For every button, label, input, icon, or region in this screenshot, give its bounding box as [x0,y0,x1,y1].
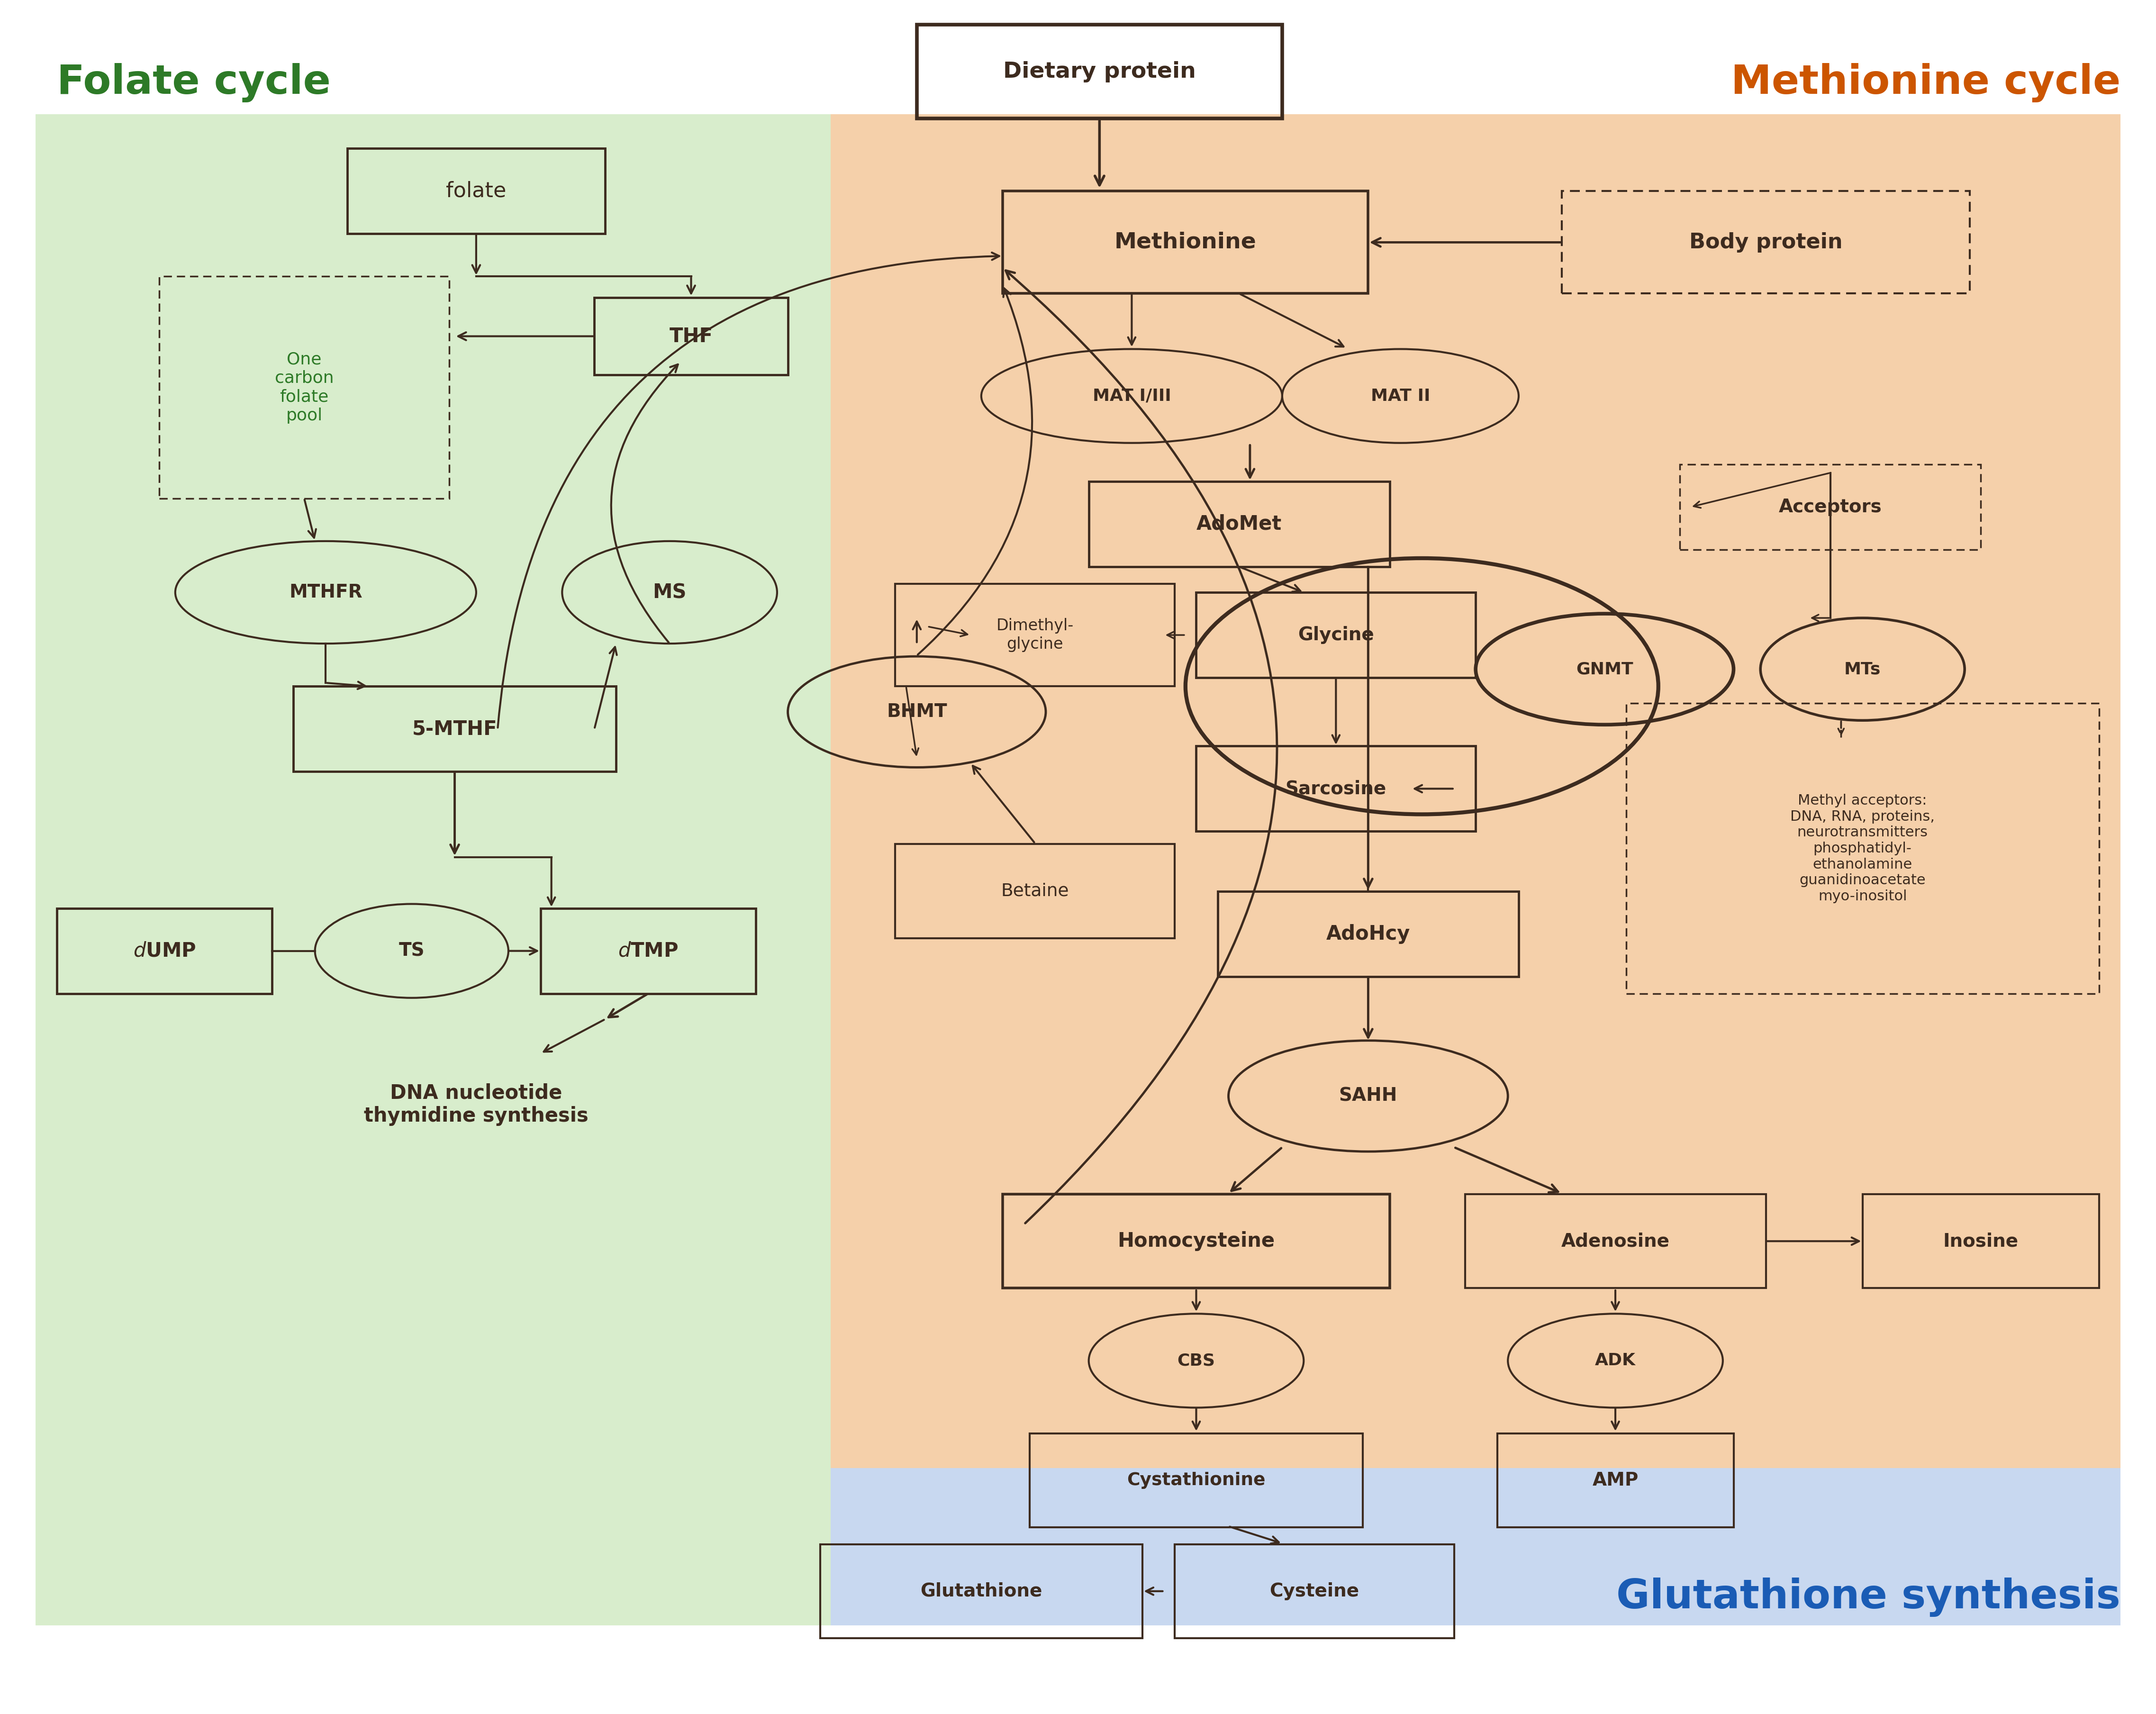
Text: AdoMet: AdoMet [1197,514,1283,535]
Text: MS: MS [653,583,686,602]
FancyBboxPatch shape [34,115,830,1625]
Text: folate: folate [446,182,507,201]
Text: GNMT: GNMT [1576,662,1634,677]
Text: One
carbon
folate
pool: One carbon folate pool [274,351,334,423]
Text: Methionine cycle: Methionine cycle [1731,63,2122,103]
Text: Dimethyl-
glycine: Dimethyl- glycine [996,619,1074,651]
Text: Sarcosine: Sarcosine [1285,780,1386,797]
Text: Methyl acceptors:
DNA, RNA, proteins,
neurotransmitters
phosphatidyl-
ethanolami: Methyl acceptors: DNA, RNA, proteins, ne… [1789,794,1934,903]
FancyBboxPatch shape [830,115,2122,1472]
Text: THF: THF [668,326,714,346]
Text: MTs: MTs [1843,662,1880,677]
Text: Methionine: Methionine [1115,231,1257,254]
Text: Glutathione synthesis: Glutathione synthesis [1617,1577,2122,1616]
Text: DNA nucleotide
thymidine synthesis: DNA nucleotide thymidine synthesis [364,1083,589,1126]
Text: Glutathione: Glutathione [921,1582,1041,1601]
Text: Folate cycle: Folate cycle [56,63,330,103]
Text: BHMT: BHMT [886,703,946,722]
Text: CBS: CBS [1177,1352,1216,1369]
Text: TS: TS [399,943,425,960]
Text: AdoHcy: AdoHcy [1326,924,1410,944]
Text: Homocysteine: Homocysteine [1117,1231,1274,1251]
Text: Acceptors: Acceptors [1779,499,1882,516]
Text: Cystathionine: Cystathionine [1128,1472,1266,1489]
Text: MAT I/III: MAT I/III [1093,387,1171,405]
Text: SAHH: SAHH [1339,1087,1397,1106]
Text: MAT II: MAT II [1371,387,1429,405]
Text: MTHFR: MTHFR [289,583,362,602]
Text: Cysteine: Cysteine [1270,1582,1358,1601]
Text: Dietary protein: Dietary protein [1003,62,1197,82]
Text: 5-MTHF: 5-MTHF [412,718,498,739]
Text: Adenosine: Adenosine [1561,1232,1669,1250]
Text: Glycine: Glycine [1298,626,1373,644]
Text: ADK: ADK [1595,1352,1636,1369]
Text: Inosine: Inosine [1943,1232,2018,1250]
Text: Body protein: Body protein [1688,231,1843,252]
Text: Betaine: Betaine [1000,883,1069,900]
Text: $\mathit{d}$UMP: $\mathit{d}$UMP [134,941,196,962]
Text: $\mathit{d}$TMP: $\mathit{d}$TMP [619,941,679,962]
Text: AMP: AMP [1593,1471,1639,1489]
FancyBboxPatch shape [830,1469,2122,1625]
